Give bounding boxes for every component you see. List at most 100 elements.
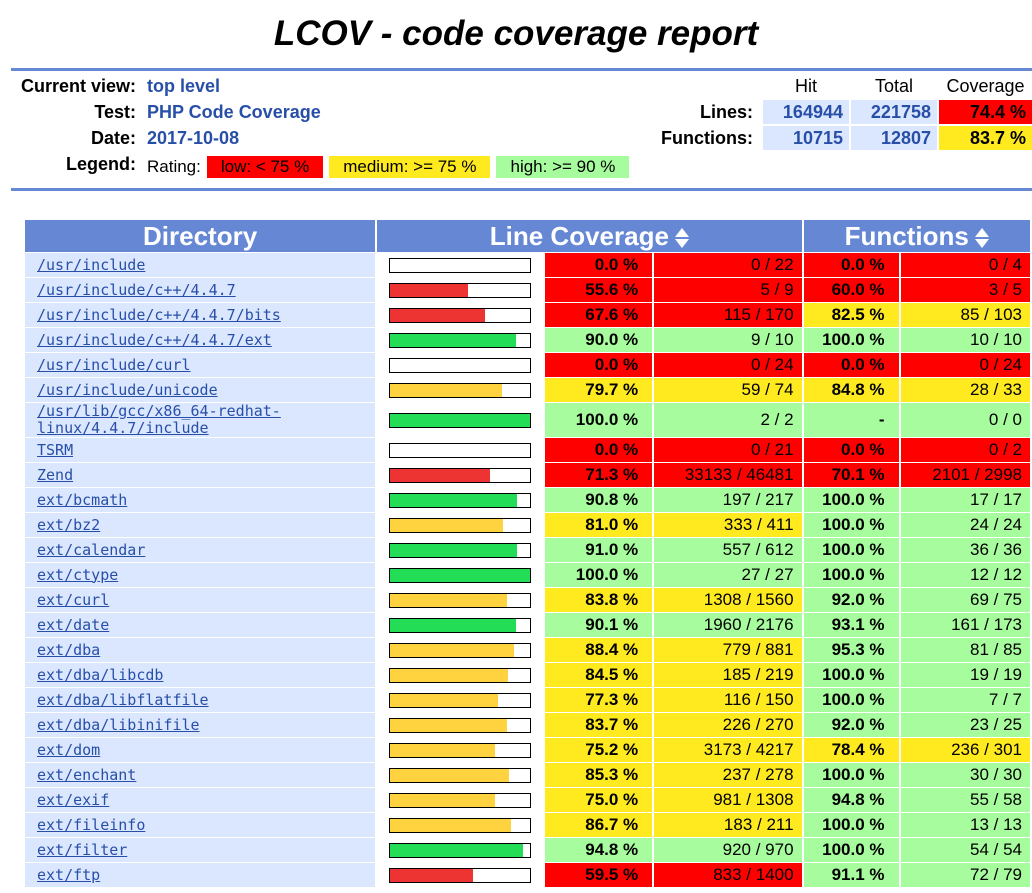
function-coverage-count: 3 / 5 — [900, 278, 1030, 302]
table-row: /usr/include/c++/4.4.7/bits 67.6 % 115 / 1… — [25, 303, 1030, 327]
coverage-bar — [389, 283, 532, 299]
directory-link[interactable]: ext/ctype — [37, 565, 119, 584]
directory-link[interactable]: TSRM — [37, 440, 74, 459]
coverage-bar-cell — [377, 813, 543, 837]
line-coverage-column-header[interactable]: Line Coverage — [377, 220, 802, 252]
directory-cell: ext/filter — [25, 838, 376, 862]
directory-link[interactable]: ext/dba/libinifile — [37, 715, 200, 734]
function-coverage-count: 30 / 30 — [900, 763, 1030, 787]
line-coverage-count: 0 / 24 — [654, 353, 802, 377]
table-row: TSRM 0.0 % 0 / 21 0.0 % 0 / 2 — [25, 438, 1030, 462]
line-coverage-count: 779 / 881 — [654, 638, 802, 662]
directory-link[interactable]: ext/dba — [37, 640, 101, 659]
table-row: ext/bz2 81.0 % 333 / 411 100.0 % 24 / 24 — [25, 513, 1030, 537]
directory-link[interactable]: /usr/lib/gcc/x86_64-redhat-linux/4.4.7/i… — [37, 402, 281, 437]
line-coverage-percent: 0.0 % — [544, 438, 653, 462]
function-coverage-count: 69 / 75 — [900, 588, 1030, 612]
function-coverage-count: 55 / 58 — [900, 788, 1030, 812]
line-coverage-percent: 88.4 % — [544, 638, 653, 662]
directory-link[interactable]: ext/bcmath — [37, 490, 128, 509]
directory-link[interactable]: ext/filter — [37, 840, 128, 859]
function-coverage-percent: 0.0 % — [803, 253, 899, 277]
directory-link[interactable]: ext/bz2 — [37, 515, 101, 534]
coverage-bar — [389, 413, 532, 429]
coverage-bar-fill — [390, 334, 517, 348]
functions-column-header[interactable]: Functions — [803, 220, 1030, 252]
function-coverage-count: 0 / 0 — [900, 403, 1030, 437]
coverage-bar-fill — [390, 494, 518, 508]
coverage-bar — [389, 518, 532, 534]
line-coverage-count: 2 / 2 — [654, 403, 802, 437]
directory-link[interactable]: ext/curl — [37, 590, 110, 609]
directory-link[interactable]: ext/ftp — [37, 865, 101, 884]
directory-cell: ext/calendar — [25, 538, 376, 562]
table-row: ext/ctype 100.0 % 27 / 27 100.0 % 12 / 12 — [25, 563, 1030, 587]
directory-cell: ext/curl — [25, 588, 376, 612]
table-row: ext/filter 94.8 % 920 / 970 100.0 % 54 / 54 — [25, 838, 1030, 862]
coverage-bar-cell — [377, 463, 543, 487]
directory-cell: /usr/include — [25, 253, 376, 277]
coverage-bar-fill — [390, 769, 510, 783]
function-coverage-count: 0 / 24 — [900, 353, 1030, 377]
function-coverage-count: 28 / 33 — [900, 378, 1030, 402]
current-view-label: Current view: — [20, 76, 136, 96]
coverage-bar-fill — [390, 569, 531, 583]
sort-icon[interactable] — [674, 227, 689, 249]
line-coverage-count: 116 / 150 — [654, 688, 802, 712]
line-coverage-header-label: Line Coverage — [489, 220, 669, 251]
function-coverage-percent: 100.0 % — [803, 813, 899, 837]
function-coverage-percent: 84.8 % — [803, 378, 899, 402]
directory-link[interactable]: /usr/include — [37, 255, 146, 274]
function-coverage-count: 7 / 7 — [900, 688, 1030, 712]
coverage-bar-cell — [377, 863, 543, 887]
table-row: ext/fileinfo 86.7 % 183 / 211 100.0 % 13 / 1… — [25, 813, 1030, 837]
line-coverage-percent: 71.3 % — [544, 463, 653, 487]
directory-link[interactable]: ext/dom — [37, 740, 101, 759]
coverage-bar-cell — [377, 613, 543, 637]
directory-cell: ext/exif — [25, 788, 376, 812]
function-coverage-count: 161 / 173 — [900, 613, 1030, 637]
line-coverage-count: 237 / 278 — [654, 763, 802, 787]
line-coverage-percent: 91.0 % — [544, 538, 653, 562]
coverage-bar-cell — [377, 403, 543, 437]
line-coverage-count: 27 / 27 — [654, 563, 802, 587]
coverage-bar-fill — [390, 744, 496, 758]
coverage-bar — [389, 493, 532, 509]
directory-link[interactable]: ext/dba/libcdb — [37, 665, 164, 684]
coverage-bar-cell — [377, 563, 543, 587]
directory-cell: /usr/lib/gcc/x86_64-redhat-linux/4.4.7/i… — [25, 402, 376, 437]
table-row: ext/dba 88.4 % 779 / 881 95.3 % 81 / 85 — [25, 638, 1030, 662]
coverage-bar-fill — [390, 414, 531, 428]
function-coverage-percent: - — [803, 403, 899, 437]
directory-link[interactable]: ext/fileinfo — [37, 815, 146, 834]
coverage-bar-fill — [390, 669, 509, 683]
directory-link[interactable]: ext/enchant — [37, 765, 137, 784]
directory-cell: Zend — [25, 463, 376, 487]
directory-cell: ext/dba/libflatfile — [25, 688, 376, 712]
coverage-bar-fill — [390, 544, 518, 558]
line-coverage-count: 9 / 10 — [654, 328, 802, 352]
summary-functions-coverage: 83.7 % — [939, 126, 1032, 150]
coverage-bar — [389, 543, 532, 559]
directory-link[interactable]: /usr/include/unicode — [37, 380, 218, 399]
directory-link[interactable]: ext/exif — [37, 790, 110, 809]
function-coverage-percent: 95.3 % — [803, 638, 899, 662]
coverage-bar — [389, 718, 532, 734]
sort-icon[interactable] — [974, 227, 989, 249]
function-coverage-percent: 100.0 % — [803, 538, 899, 562]
coverage-bar — [389, 358, 532, 374]
directory-link[interactable]: /usr/include/curl — [37, 355, 191, 374]
line-coverage-percent: 75.2 % — [544, 738, 653, 762]
directory-link[interactable]: /usr/include/c++/4.4.7/bits — [37, 305, 281, 324]
directory-link[interactable]: ext/dba/libflatfile — [37, 690, 209, 709]
directory-link[interactable]: ext/calendar — [37, 540, 146, 559]
directory-link[interactable]: ext/date — [37, 615, 110, 634]
directory-link[interactable]: /usr/include/c++/4.4.7 — [37, 280, 236, 299]
rating-label: Rating: — [147, 157, 201, 176]
coverage-bar — [389, 618, 532, 634]
directory-link[interactable]: Zend — [37, 465, 74, 484]
function-coverage-count: 19 / 19 — [900, 663, 1030, 687]
directory-link[interactable]: /usr/include/c++/4.4.7/ext — [37, 330, 272, 349]
directory-cell: /usr/include/c++/4.4.7/bits — [25, 303, 376, 327]
line-coverage-percent: 84.5 % — [544, 663, 653, 687]
